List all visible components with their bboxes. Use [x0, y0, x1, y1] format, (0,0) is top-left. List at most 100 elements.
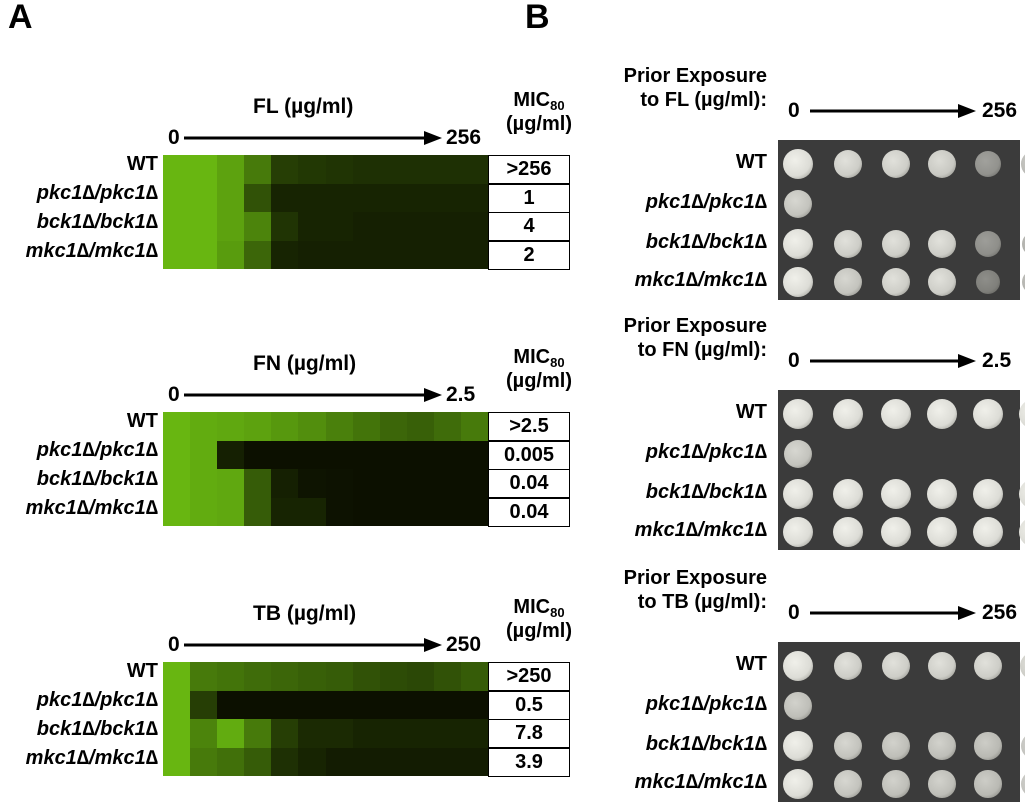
strain-label: mkc1∆/mkc1∆	[634, 269, 767, 291]
yeast-colony-spot	[783, 517, 813, 547]
prior-exposure-label: Prior Exposure to TB (µg/ml):	[624, 566, 767, 614]
yeast-colony-spot	[1019, 399, 1025, 429]
strain-label: bck1∆/bck1∆	[645, 481, 767, 503]
yeast-colony-spot	[882, 770, 910, 798]
yeast-colony-spot	[1019, 479, 1025, 509]
heatmap-cell	[406, 240, 434, 269]
yeast-colony-spot	[1021, 151, 1025, 177]
heatmap-cell	[298, 719, 326, 748]
strain-label: bck1∆/bck1∆	[645, 733, 767, 755]
heatmap-cell	[163, 440, 191, 469]
heatmap-cell	[433, 183, 461, 212]
heatmap-cell	[244, 155, 272, 184]
heatmap-cell	[244, 440, 272, 469]
heatmap-cell	[433, 155, 461, 184]
heatmap-cell	[298, 412, 326, 441]
concentration-arrow	[184, 638, 442, 652]
drug-label: TB (µg/ml)	[253, 602, 357, 625]
heatmap-cell	[433, 412, 461, 441]
heatmap-cell	[433, 469, 461, 498]
yeast-colony-spot	[881, 651, 911, 681]
heatmap-cell	[217, 183, 245, 212]
heatmap-cell	[433, 212, 461, 241]
mic80-header: MIC80 (µg/ml)	[497, 345, 581, 393]
yeast-colony-spot	[928, 770, 956, 798]
heatmap-cell	[325, 747, 353, 776]
heatmap-cell	[406, 469, 434, 498]
scale-min-label: 0	[168, 383, 180, 406]
heatmap-cell	[433, 440, 461, 469]
drug-label: FL (µg/ml)	[253, 95, 354, 118]
heatmap-cell	[163, 412, 191, 441]
concentration-arrow	[184, 131, 442, 145]
prior-line-2: to FN (µg/ml):	[637, 339, 767, 361]
heatmap-cell	[298, 212, 326, 241]
heatmap-cell	[217, 212, 245, 241]
yeast-colony-spot	[783, 229, 813, 259]
strain-label: pkc1∆/pkc1∆	[36, 182, 158, 204]
yeast-colony-spot	[1021, 231, 1025, 257]
strain-label: bck1∆/bck1∆	[645, 231, 767, 253]
concentration-arrow	[810, 104, 976, 118]
mic-value-box: 0.005	[488, 440, 570, 470]
strain-label: WT	[126, 153, 158, 175]
heatmap-cell	[460, 469, 488, 498]
yeast-colony-spot	[783, 479, 813, 509]
heatmap-cell	[163, 497, 191, 526]
heatmap-cell	[298, 240, 326, 269]
heatmap-cell	[217, 747, 245, 776]
scale-max-label: 256	[446, 126, 482, 149]
heatmap-cell	[217, 469, 245, 498]
heatmap-cell	[163, 719, 191, 748]
panel-b-label: B	[525, 0, 550, 36]
heatmap-cell	[217, 497, 245, 526]
heatmap-cell	[271, 155, 299, 184]
scale-min-label: 0	[788, 99, 800, 122]
heatmap-cell	[379, 155, 407, 184]
strain-label: mkc1∆/mkc1∆	[25, 747, 158, 769]
strain-label: mkc1∆/mkc1∆	[634, 771, 767, 793]
heatmap-cell	[271, 662, 299, 691]
yeast-colony-spot	[927, 267, 957, 297]
heatmap-cell	[163, 212, 191, 241]
yeast-colony-spot	[833, 517, 863, 547]
heatmap-cell	[379, 662, 407, 691]
yeast-colony-spot	[927, 479, 957, 509]
strain-label: pkc1∆/pkc1∆	[36, 439, 158, 461]
heatmap-cell	[244, 662, 272, 691]
yeast-colony-spot	[783, 651, 813, 681]
heatmap-cell	[163, 469, 191, 498]
mic80-header: MIC80 (µg/ml)	[497, 88, 581, 136]
mic-value-box: >256	[488, 155, 570, 184]
strain-label: pkc1∆/pkc1∆	[645, 693, 767, 715]
heatmap-cell	[460, 497, 488, 526]
yeast-colony-spot	[881, 517, 911, 547]
yeast-colony-spot	[834, 732, 862, 760]
growth-heatmap	[163, 412, 488, 526]
heatmap-cell	[244, 747, 272, 776]
heatmap-cell	[433, 690, 461, 719]
heatmap-cell	[352, 440, 380, 469]
heatmap-cell	[379, 690, 407, 719]
yeast-colony-spot	[881, 479, 911, 509]
mic-label: MIC	[513, 346, 551, 368]
yeast-colony-spot	[881, 267, 911, 297]
yeast-colony-spot	[783, 769, 813, 799]
heatmap-cell	[325, 155, 353, 184]
heatmap-cell	[379, 212, 407, 241]
yeast-colony-spot	[834, 770, 862, 798]
heatmap-cell	[244, 719, 272, 748]
heatmap-cell	[190, 469, 218, 498]
heatmap-cell	[406, 497, 434, 526]
yeast-colony-spot	[784, 190, 812, 218]
yeast-colony-spot	[783, 149, 813, 179]
heatmap-cell	[325, 662, 353, 691]
heatmap-cell	[217, 155, 245, 184]
mic-label: MIC	[513, 596, 551, 618]
strain-label: pkc1∆/pkc1∆	[36, 689, 158, 711]
heatmap-cell	[379, 240, 407, 269]
agar-plate-image	[778, 390, 1025, 550]
yeast-colony-spot	[881, 229, 911, 259]
strain-label: pkc1∆/pkc1∆	[645, 191, 767, 213]
heatmap-cell	[325, 412, 353, 441]
